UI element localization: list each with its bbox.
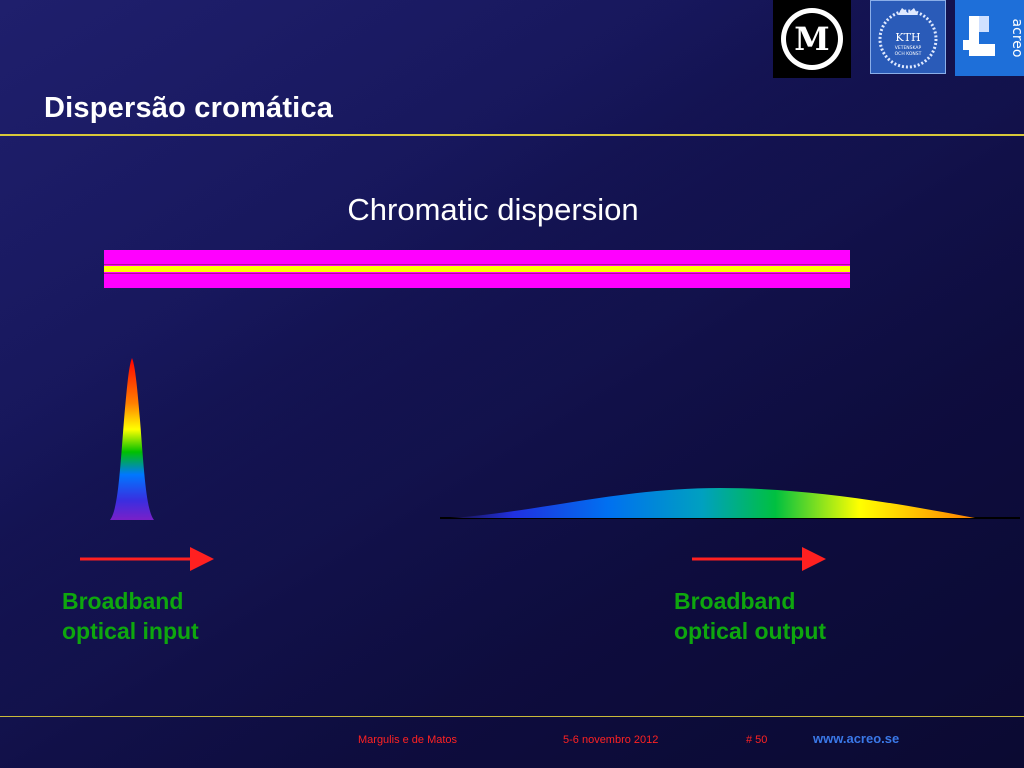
- footer-page-number: # 50: [746, 734, 768, 746]
- title-divider: [0, 134, 1024, 136]
- input-label: Broadband optical input: [62, 586, 199, 646]
- slide-title: Dispersão cromática: [44, 92, 334, 124]
- kth-logo: KTH VETENSKAP OCH KONST: [870, 0, 946, 74]
- output-label-line1: Broadband: [674, 588, 796, 614]
- output-label: Broadband optical output: [674, 586, 826, 646]
- footer-authors: Margulis e de Matos: [358, 734, 458, 746]
- acreo-logo-text: acreo: [1009, 19, 1024, 58]
- m-logo: M: [773, 0, 851, 78]
- input-label-line2: optical input: [62, 618, 199, 644]
- acreo-logo: acreo: [955, 0, 1024, 76]
- kth-logo-text: KTH: [895, 31, 920, 44]
- kth-logo-sub1: VETENSKAP: [895, 45, 922, 51]
- input-label-line1: Broadband: [62, 588, 184, 614]
- kth-logo-sub2: OCH KONST: [895, 51, 922, 57]
- diagram-subtitle: Chromatic dispersion: [347, 192, 639, 227]
- optical-fiber-core: [104, 266, 850, 272]
- m-logo-letter: M: [794, 20, 829, 58]
- footer-url-link[interactable]: www.acreo.se: [813, 731, 900, 746]
- footer-divider: [0, 716, 1024, 717]
- optical-fiber-core-boundary: [104, 264, 850, 274]
- input-pulse: [110, 358, 154, 520]
- output-pulse: [450, 488, 975, 518]
- output-label-line2: optical output: [674, 618, 827, 644]
- footer-date: 5-6 novembro 2012: [563, 734, 659, 746]
